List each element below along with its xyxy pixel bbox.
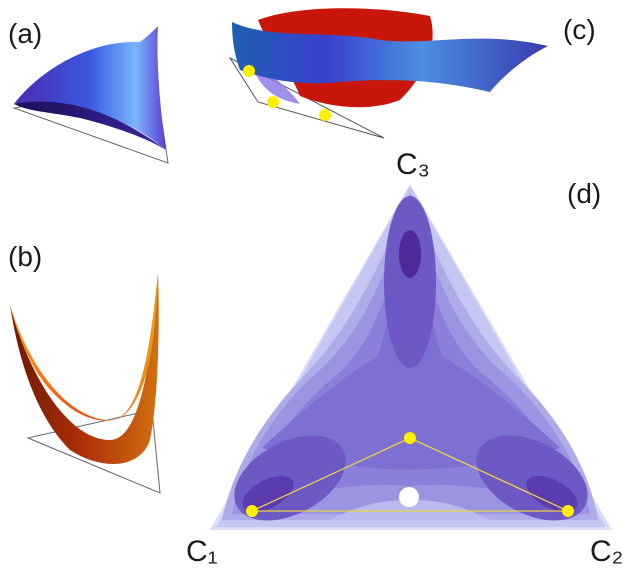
panel-a-surface-plot — [12, 26, 169, 164]
panel-c-marker-2 — [267, 96, 279, 108]
panel-a-surface-top — [14, 26, 166, 150]
marker-c1 — [246, 505, 258, 517]
contour-well-c1-inner — [242, 475, 294, 513]
panel-label-d: (d) — [567, 178, 602, 209]
panel-b-surface-plot — [10, 272, 161, 494]
vertex-label-c1: C₁ — [186, 535, 218, 568]
panel-label-c: (c) — [563, 14, 596, 45]
contour-saddle-bottom — [330, 500, 490, 520]
panel-d-ternary-contour — [210, 184, 612, 530]
contour-well-c3-inner — [399, 230, 421, 278]
panel-c-marker-3 — [319, 109, 331, 121]
panel-b-surface-underside — [10, 272, 159, 464]
marker-top — [404, 432, 416, 444]
panel-b-surface-top — [10, 272, 158, 421]
panel-a-surface-underside — [14, 101, 166, 150]
marker-white — [399, 487, 419, 507]
vertex-label-c3: C₃ — [396, 148, 430, 181]
panel-c-marker-1 — [243, 65, 255, 77]
panel-b-base-triangle — [26, 409, 161, 494]
contour-well-c3-outer — [384, 196, 436, 368]
panel-c-blue-surface — [232, 22, 548, 92]
panel-label-b: (b) — [8, 241, 43, 272]
marker-c2 — [562, 505, 574, 517]
panel-label-a: (a) — [8, 18, 43, 49]
vertex-label-c2: C₂ — [590, 535, 624, 568]
panel-c-surface-plot — [228, 8, 548, 139]
contour-well-c2-inner — [526, 475, 578, 513]
